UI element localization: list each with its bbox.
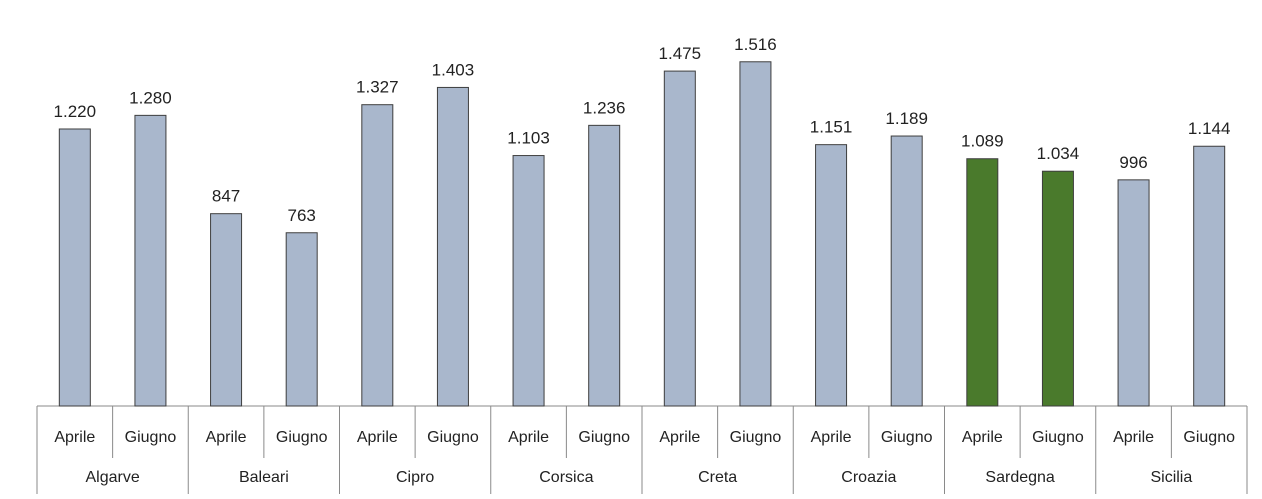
subcategory-label: Aprile [54,429,95,446]
data-label: 1.089 [961,132,1004,151]
subcategory-label: Aprile [206,429,247,446]
bar-baleari-aprile [210,213,243,407]
bar-sicilia-aprile [1117,179,1150,407]
bar-croazia-giugno [890,135,923,407]
bar-creta-aprile [663,70,696,407]
bar-sardegna-aprile [966,158,999,407]
bar-algarve-aprile [58,128,91,407]
data-label: 763 [288,206,316,225]
bar-croazia-aprile [815,144,848,407]
data-label: 1.189 [885,109,928,128]
group-label: Creta [698,469,737,486]
bar-cipro-giugno [436,86,469,407]
data-label: 1.327 [356,78,399,97]
bar-baleari-giugno [285,232,318,407]
bar-cipro-aprile [361,104,394,407]
bar-sicilia-giugno [1193,145,1226,407]
subcategory-label: Aprile [357,429,398,446]
bar-corsica-giugno [588,124,621,407]
bar-corsica-aprile [512,155,545,407]
subcategory-label: Giugno [881,429,933,446]
subcategory-label: Giugno [578,429,630,446]
subcategory-label: Giugno [125,429,177,446]
group-label: Baleari [239,469,289,486]
group-label: Corsica [539,469,593,486]
subcategory-label: Giugno [276,429,328,446]
data-label: 1.475 [659,44,702,63]
subcategory-label: Giugno [730,429,782,446]
data-label: 847 [212,187,240,206]
data-label: 1.144 [1188,119,1231,138]
subcategory-label: Aprile [1113,429,1154,446]
group-label: Croazia [841,469,896,486]
group-label: Sardegna [985,469,1054,486]
data-label: 996 [1119,153,1147,172]
bar-sardegna-giugno [1041,170,1074,407]
data-label: 1.220 [54,102,97,121]
data-label: 1.516 [734,35,777,54]
data-label: 1.103 [507,129,550,148]
group-label: Algarve [86,469,140,486]
subcategory-label: Aprile [508,429,549,446]
data-label: 1.403 [432,60,475,79]
subcategory-label: Giugno [1183,429,1235,446]
subcategory-label: Aprile [659,429,700,446]
group-label: Sicilia [1150,469,1192,486]
data-label: 1.280 [129,88,172,107]
data-label: 1.236 [583,98,626,117]
subcategory-label: Aprile [811,429,852,446]
bar-algarve-giugno [134,114,167,407]
subcategory-label: Aprile [962,429,1003,446]
data-label: 1.151 [810,118,853,137]
group-label: Cipro [396,469,434,486]
subcategory-label: Giugno [427,429,479,446]
subcategory-label: Giugno [1032,429,1084,446]
bar-creta-giugno [739,61,772,407]
data-label: 1.034 [1037,144,1080,163]
